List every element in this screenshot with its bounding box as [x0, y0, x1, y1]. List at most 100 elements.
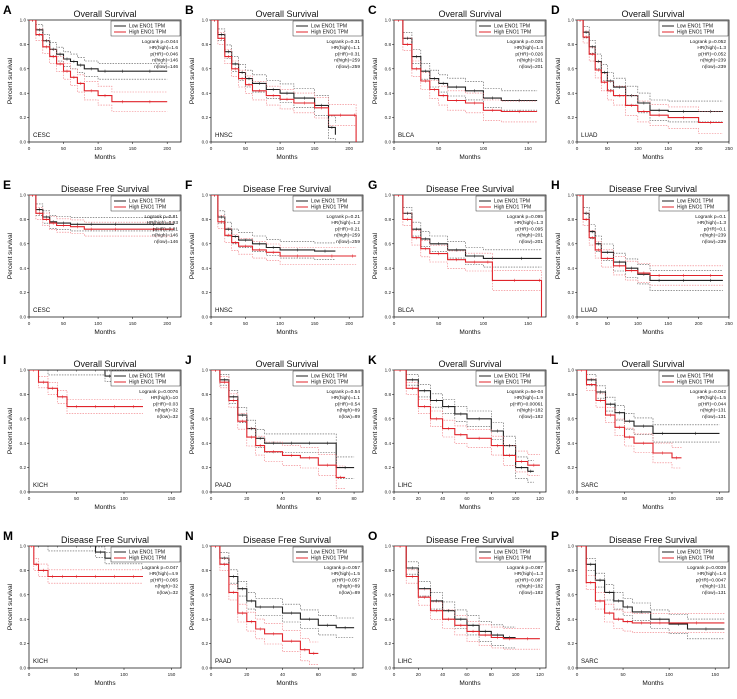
x-tick-label: 250	[725, 321, 733, 326]
x-axis-label: Months	[276, 154, 298, 161]
ci-lower-low	[577, 370, 720, 443]
legend-high: High ENO1 TPM	[311, 30, 348, 36]
y-tick-label: 0.4	[20, 441, 27, 446]
cancer-label: SARC	[581, 482, 599, 489]
x-tick-label: 150	[168, 672, 176, 677]
stat-line: Logrank p=0.81	[145, 214, 179, 220]
ci-upper-high	[211, 546, 319, 643]
x-tick-label: 100	[512, 496, 520, 501]
ci-upper-high	[577, 195, 723, 267]
stat-line: n(high)=201	[517, 58, 543, 64]
y-tick-label: 0.0	[385, 490, 392, 495]
x-tick-label: 120	[536, 672, 544, 677]
stat-line: Logrank p=0.54	[327, 389, 361, 395]
panel-letter: P	[551, 529, 559, 543]
stat-line: n(high)=32	[155, 584, 178, 590]
panel-m: M Disease Free Survival 0.0 0.2 0.4 0.6 0.8 1.0…	[3, 529, 182, 687]
ci-lower-low	[29, 195, 175, 232]
stat-line: n(high)=182	[517, 408, 543, 414]
y-axis-label: Percent survival	[7, 583, 14, 630]
x-tick-label: 150	[311, 321, 319, 326]
ci-upper-low	[394, 546, 516, 628]
ci-upper-high	[394, 20, 538, 102]
cancer-label: CESC	[33, 132, 51, 139]
plot-frame	[210, 369, 364, 493]
stat-line: HR(high)=1.5	[331, 571, 360, 577]
stat-line: n(low)=32	[157, 414, 179, 420]
y-tick-label: 0.4	[202, 266, 209, 271]
y-tick-label: 1.0	[385, 18, 392, 23]
x-tick-label: 50	[243, 321, 249, 326]
stat-line: n(low)=239	[702, 64, 726, 70]
panel-f: F Disease Free Survival 0.0 0.2 0.4 0.6 0.8 1.0…	[185, 178, 364, 336]
x-tick-label: 0	[28, 146, 31, 151]
panel-letter: I	[3, 353, 6, 367]
stat-line: Logrank p=0.047	[142, 565, 178, 571]
y-tick-label: 0.2	[20, 465, 27, 470]
stat-line: n(low)=182	[519, 590, 543, 596]
y-tick-label: 0.6	[568, 66, 575, 71]
curve-low	[29, 195, 175, 225]
cancer-label: CESC	[33, 307, 51, 314]
stat-line: n(low)=201	[519, 64, 543, 70]
cancer-label: BLCA	[398, 307, 415, 314]
plot-frame	[28, 194, 182, 318]
curve-high	[394, 546, 540, 640]
cancer-label: SARC	[581, 658, 599, 665]
y-tick-label: 0.0	[568, 666, 575, 671]
x-tick-label: 200	[345, 321, 353, 326]
panel-letter: K	[368, 353, 377, 367]
x-tick-label: 150	[311, 146, 319, 151]
survival-curves	[29, 195, 175, 237]
y-tick-label: 0.6	[385, 241, 392, 246]
y-tick-label: 0.4	[385, 617, 392, 622]
ci-lower-high	[29, 195, 175, 237]
x-tick-label: 0	[210, 496, 213, 501]
x-tick-label: 50	[74, 672, 80, 677]
y-tick-label: 1.0	[568, 18, 575, 23]
x-tick-label: 200	[163, 321, 171, 326]
y-tick-label: 0.0	[202, 315, 209, 320]
curve-high	[29, 20, 168, 103]
stat-line: HR(high)=1.3	[697, 45, 726, 51]
ci-lower-low	[577, 20, 723, 123]
y-tick-label: 0.2	[385, 465, 392, 470]
legend-low: Low ENO1 TPM	[311, 24, 347, 30]
ci-lower-low	[29, 20, 168, 80]
survival-curves	[211, 195, 357, 265]
x-axis-label: Months	[94, 329, 116, 336]
panel-letter: G	[368, 178, 377, 192]
legend-box	[292, 195, 363, 212]
panel-title: Overall Survival	[255, 9, 318, 19]
y-tick-label: 0.2	[568, 290, 575, 295]
plot-frame	[393, 194, 547, 318]
stat-line: n(low)=259	[336, 64, 360, 70]
cancer-label: KICH	[33, 658, 48, 665]
panel-letter: J	[185, 353, 192, 367]
x-tick-label: 100	[94, 146, 102, 151]
ci-lower-high	[29, 20, 168, 112]
curve-high	[29, 546, 143, 578]
plot-frame	[28, 19, 182, 143]
y-tick-label: 0.4	[20, 91, 27, 96]
stat-line: n(low)=131	[702, 590, 726, 596]
x-tick-label: 0	[393, 672, 396, 677]
ci-upper-low	[211, 195, 336, 244]
y-tick-label: 1.0	[385, 193, 392, 198]
y-tick-label: 0.8	[568, 568, 575, 573]
panel-o: O Disease Free Survival 0.0 0.2 0.4 0.6 0.8 1.0…	[368, 529, 547, 687]
x-tick-label: 100	[480, 146, 488, 151]
x-tick-label: 20	[416, 672, 422, 677]
survival-curves	[577, 20, 723, 134]
y-tick-label: 0.2	[202, 290, 209, 295]
stat-line: Logrank p=0.0039	[687, 565, 726, 571]
ci-lower-high	[211, 20, 357, 142]
panel-title: Overall Survival	[438, 9, 501, 19]
y-tick-label: 0.0	[202, 666, 209, 671]
legend-box	[658, 195, 729, 212]
x-tick-label: 0	[393, 496, 396, 501]
x-tick-label: 100	[480, 321, 488, 326]
stat-line: HR(high)=1.4	[514, 45, 543, 51]
panel-letter: H	[551, 178, 560, 192]
legend-low: Low ENO1 TPM	[677, 24, 713, 30]
